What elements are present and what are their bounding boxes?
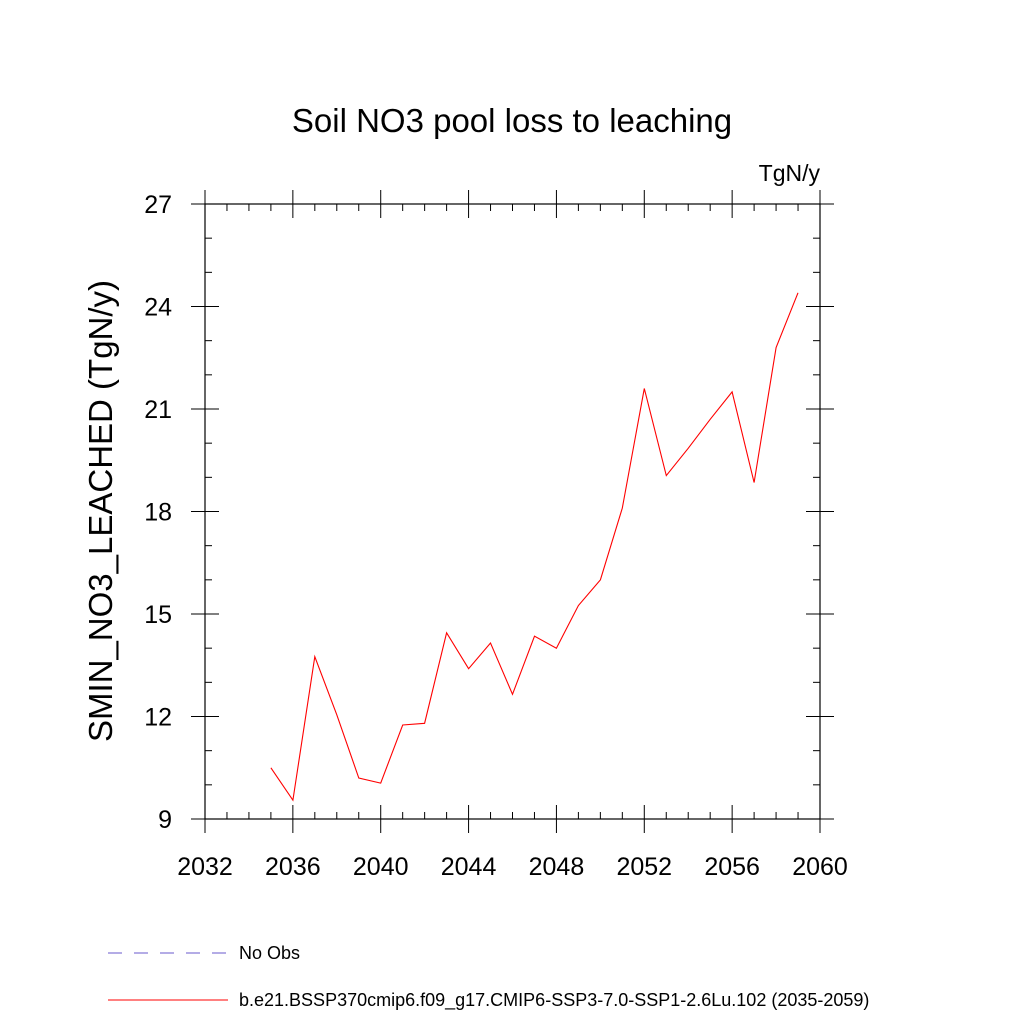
- series-line-1: [270, 292, 799, 802]
- plot-area: [270, 292, 799, 802]
- x-tick-label: 2044: [441, 853, 497, 881]
- plot-frame: [204, 203, 821, 820]
- legend-label-1: b.e21.BSSP370cmip6.f09_g17.CMIP6-SSP3-7.…: [239, 990, 869, 1011]
- legend: No Obs b.e21.BSSP370cmip6.f09_g17.CMIP6-S…: [108, 943, 869, 1011]
- chart-title: Soil NO3 pool loss to leaching: [292, 102, 732, 139]
- y-tick-label: 12: [144, 704, 172, 732]
- y-tick-label: 21: [144, 396, 172, 424]
- y-tick-label: 9: [158, 806, 172, 834]
- x-tick-label: 2036: [265, 853, 321, 881]
- axes: 2032 2036 2040 2044 2048 2052 2056 2060 9 12 15 18 2…: [144, 190, 848, 881]
- y-tick-label: 15: [144, 601, 172, 629]
- x-tick-label: 2040: [353, 853, 409, 881]
- y-tick-label: 18: [144, 499, 172, 527]
- x-tick-label: 2060: [792, 853, 848, 881]
- units-label: TgN/y: [759, 160, 821, 186]
- x-tick-label: 2056: [704, 853, 760, 881]
- x-tick-label: 2048: [529, 853, 585, 881]
- y-tick-label: 27: [144, 191, 172, 219]
- x-tick-label: 2052: [616, 853, 672, 881]
- x-tick-label: 2032: [177, 853, 233, 881]
- y-axis-label: SMIN_NO3_LEACHED (TgN/y): [82, 280, 119, 742]
- y-tick-label: 24: [144, 294, 172, 322]
- legend-label-0: No Obs: [239, 943, 300, 963]
